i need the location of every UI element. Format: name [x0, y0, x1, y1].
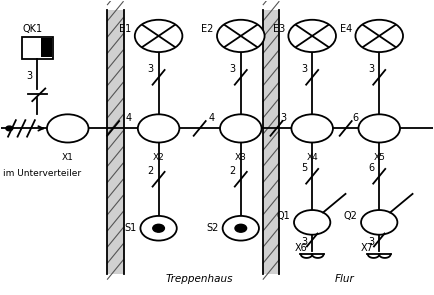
Circle shape [223, 216, 259, 241]
Circle shape [6, 126, 13, 131]
Text: 3: 3 [301, 64, 307, 74]
Text: X1: X1 [62, 153, 74, 162]
Bar [107, 9, 124, 274]
Circle shape [358, 114, 400, 142]
Text: X3: X3 [235, 153, 247, 162]
Text: E3: E3 [273, 24, 285, 35]
Text: X6: X6 [294, 243, 307, 253]
Text: 3: 3 [368, 64, 374, 74]
Text: Flur: Flur [335, 274, 355, 284]
Circle shape [135, 20, 182, 52]
Text: E2: E2 [201, 24, 214, 35]
Text: X2: X2 [153, 153, 164, 162]
Circle shape [217, 20, 265, 52]
Text: im Unterverteiler: im Unterverteiler [3, 169, 81, 178]
Circle shape [138, 114, 179, 142]
Circle shape [294, 210, 330, 235]
Circle shape [288, 20, 336, 52]
Text: 3: 3 [301, 237, 307, 247]
Text: S2: S2 [207, 223, 219, 233]
Text: 6: 6 [368, 163, 374, 173]
Bar [263, 9, 279, 274]
Circle shape [47, 114, 89, 142]
Text: X7: X7 [361, 243, 374, 253]
Bar [22, 37, 53, 59]
Circle shape [291, 114, 333, 142]
Text: X5: X5 [373, 153, 385, 162]
Circle shape [153, 224, 164, 232]
Text: 3: 3 [368, 237, 374, 247]
Text: Q2: Q2 [344, 211, 358, 221]
Text: 2: 2 [229, 166, 236, 176]
Bar [41, 38, 52, 57]
Text: QK1: QK1 [22, 24, 43, 34]
Text: 3: 3 [230, 64, 236, 74]
Text: 6: 6 [352, 113, 358, 123]
Text: 4: 4 [208, 113, 214, 123]
Circle shape [361, 210, 398, 235]
Text: E1: E1 [119, 24, 132, 35]
Text: 3: 3 [147, 64, 153, 74]
Text: Q1: Q1 [277, 211, 290, 221]
Text: 3: 3 [280, 113, 286, 123]
Text: E4: E4 [340, 24, 352, 35]
Text: 4: 4 [125, 113, 132, 123]
Text: Treppenhaus: Treppenhaus [166, 274, 233, 284]
Text: 2: 2 [147, 166, 153, 176]
Text: X4: X4 [306, 153, 318, 162]
Circle shape [141, 216, 177, 241]
Text: 3: 3 [26, 71, 32, 81]
Circle shape [355, 20, 403, 52]
Circle shape [220, 114, 262, 142]
Text: S1: S1 [125, 223, 137, 233]
Circle shape [235, 224, 247, 232]
Text: 5: 5 [301, 163, 307, 173]
